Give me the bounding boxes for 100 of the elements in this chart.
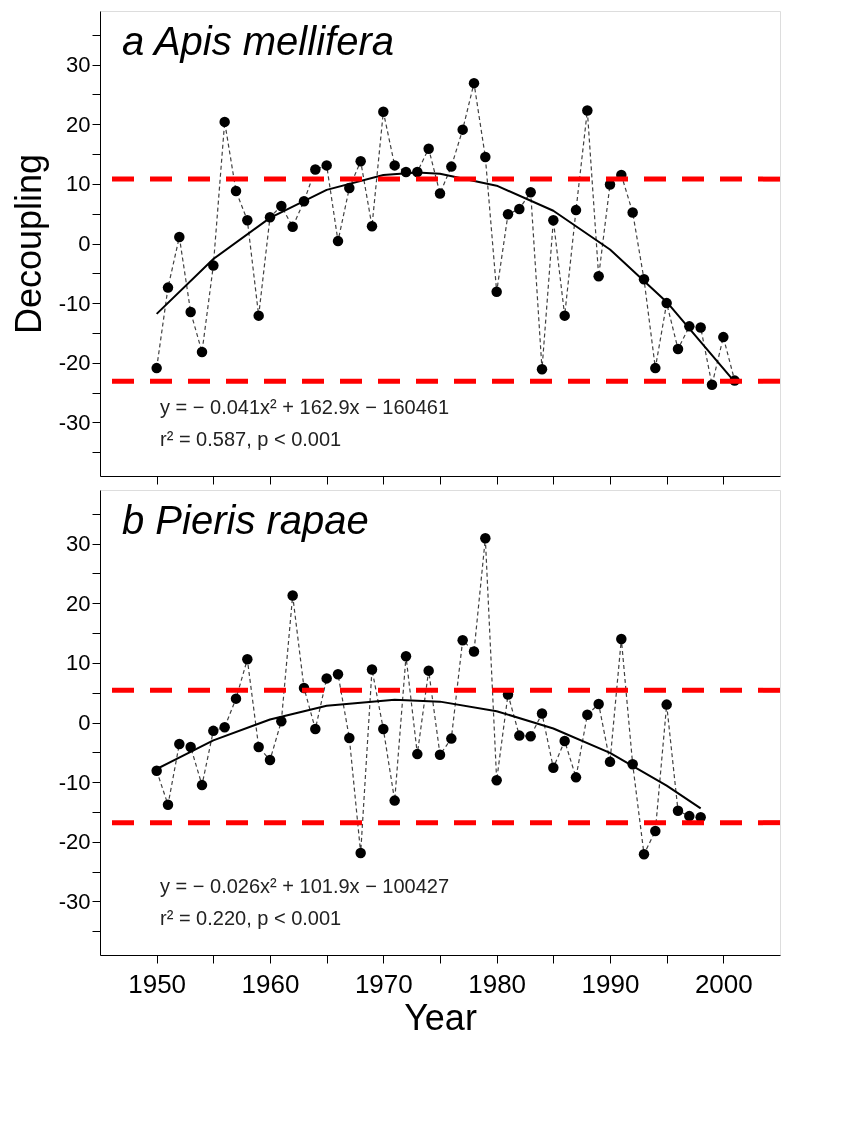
x-tick-label: 2000 bbox=[694, 968, 753, 999]
point bbox=[536, 364, 548, 375]
point bbox=[570, 772, 582, 783]
y-tick-label: -20 bbox=[58, 829, 91, 855]
annotation: r² = 0.587, p < 0.001 bbox=[160, 428, 342, 450]
point bbox=[344, 732, 355, 744]
point bbox=[355, 156, 366, 167]
point bbox=[570, 204, 582, 216]
point bbox=[378, 723, 389, 735]
point bbox=[434, 749, 446, 760]
y-tick-label: -30 bbox=[58, 888, 91, 914]
y-tick-label: -10 bbox=[58, 769, 91, 795]
point bbox=[559, 310, 570, 321]
point bbox=[253, 310, 264, 321]
y-tick-label: 20 bbox=[66, 111, 91, 137]
point bbox=[650, 362, 661, 374]
point bbox=[446, 161, 457, 172]
point bbox=[287, 221, 298, 233]
point bbox=[582, 105, 593, 116]
point bbox=[230, 693, 242, 704]
point bbox=[434, 188, 446, 199]
point bbox=[174, 231, 185, 243]
point bbox=[457, 124, 468, 135]
point bbox=[389, 160, 400, 171]
point bbox=[310, 164, 321, 175]
point bbox=[423, 143, 434, 154]
point bbox=[616, 633, 627, 645]
point bbox=[276, 200, 287, 212]
point bbox=[389, 795, 400, 806]
point bbox=[196, 779, 208, 791]
point bbox=[321, 673, 332, 684]
point bbox=[264, 754, 276, 766]
y-tick-label: -20 bbox=[58, 350, 91, 376]
point bbox=[491, 775, 502, 786]
y-axis-title: Decoupling bbox=[7, 153, 49, 335]
point bbox=[480, 151, 491, 163]
point bbox=[684, 810, 695, 822]
point bbox=[536, 708, 548, 719]
point bbox=[593, 271, 604, 282]
point bbox=[559, 735, 570, 747]
point bbox=[287, 590, 298, 601]
y-tick-label: 0 bbox=[78, 710, 91, 735]
y-tick-label: 30 bbox=[66, 531, 91, 557]
y-tick-label: 10 bbox=[66, 650, 91, 676]
point bbox=[355, 847, 366, 859]
chart-title: b Pieris rapae bbox=[122, 498, 369, 542]
point bbox=[162, 282, 174, 293]
point bbox=[162, 799, 174, 810]
point bbox=[208, 260, 219, 271]
x-tick-label: 1950 bbox=[128, 968, 187, 999]
point bbox=[457, 635, 468, 646]
point bbox=[208, 725, 219, 737]
point bbox=[412, 748, 423, 760]
point bbox=[219, 116, 230, 128]
point bbox=[219, 722, 230, 733]
point bbox=[502, 209, 514, 220]
point bbox=[525, 730, 536, 742]
point bbox=[525, 187, 536, 198]
point bbox=[242, 654, 253, 665]
point bbox=[661, 699, 672, 710]
point bbox=[185, 306, 196, 318]
point bbox=[366, 664, 378, 675]
point bbox=[174, 738, 185, 750]
point bbox=[627, 207, 638, 218]
annotation: y = − 0.026x² + 101.9x − 100427 bbox=[160, 875, 450, 897]
point bbox=[650, 825, 661, 837]
point bbox=[378, 106, 389, 117]
annotation: y = − 0.041x² + 162.9x − 160461 bbox=[160, 396, 450, 418]
point bbox=[332, 235, 344, 247]
point bbox=[548, 215, 559, 226]
point bbox=[400, 651, 412, 662]
point bbox=[151, 362, 162, 374]
x-axis-title: Year bbox=[404, 996, 477, 1038]
point bbox=[672, 343, 684, 355]
point bbox=[253, 741, 264, 753]
point bbox=[230, 185, 242, 197]
point bbox=[604, 756, 616, 768]
point bbox=[593, 698, 604, 710]
point bbox=[366, 220, 378, 232]
point bbox=[480, 533, 491, 544]
point bbox=[423, 665, 434, 676]
point bbox=[706, 379, 718, 391]
point bbox=[446, 733, 457, 744]
y-tick-label: 30 bbox=[66, 52, 91, 78]
x-tick-label: 1980 bbox=[468, 968, 527, 999]
y-tick-label: 10 bbox=[66, 171, 91, 197]
x-tick-label: 1970 bbox=[354, 968, 413, 999]
y-tick-label: -10 bbox=[58, 290, 91, 316]
x-tick-label: 1960 bbox=[241, 968, 300, 999]
point bbox=[514, 203, 525, 215]
point bbox=[332, 668, 344, 680]
point bbox=[638, 849, 650, 860]
annotation: r² = 0.220, p < 0.001 bbox=[160, 907, 342, 929]
point bbox=[514, 730, 525, 741]
point bbox=[491, 286, 502, 298]
point bbox=[695, 322, 706, 333]
point bbox=[196, 346, 208, 358]
point bbox=[468, 77, 480, 89]
point bbox=[582, 709, 593, 720]
x-tick-label: 1990 bbox=[581, 968, 640, 999]
